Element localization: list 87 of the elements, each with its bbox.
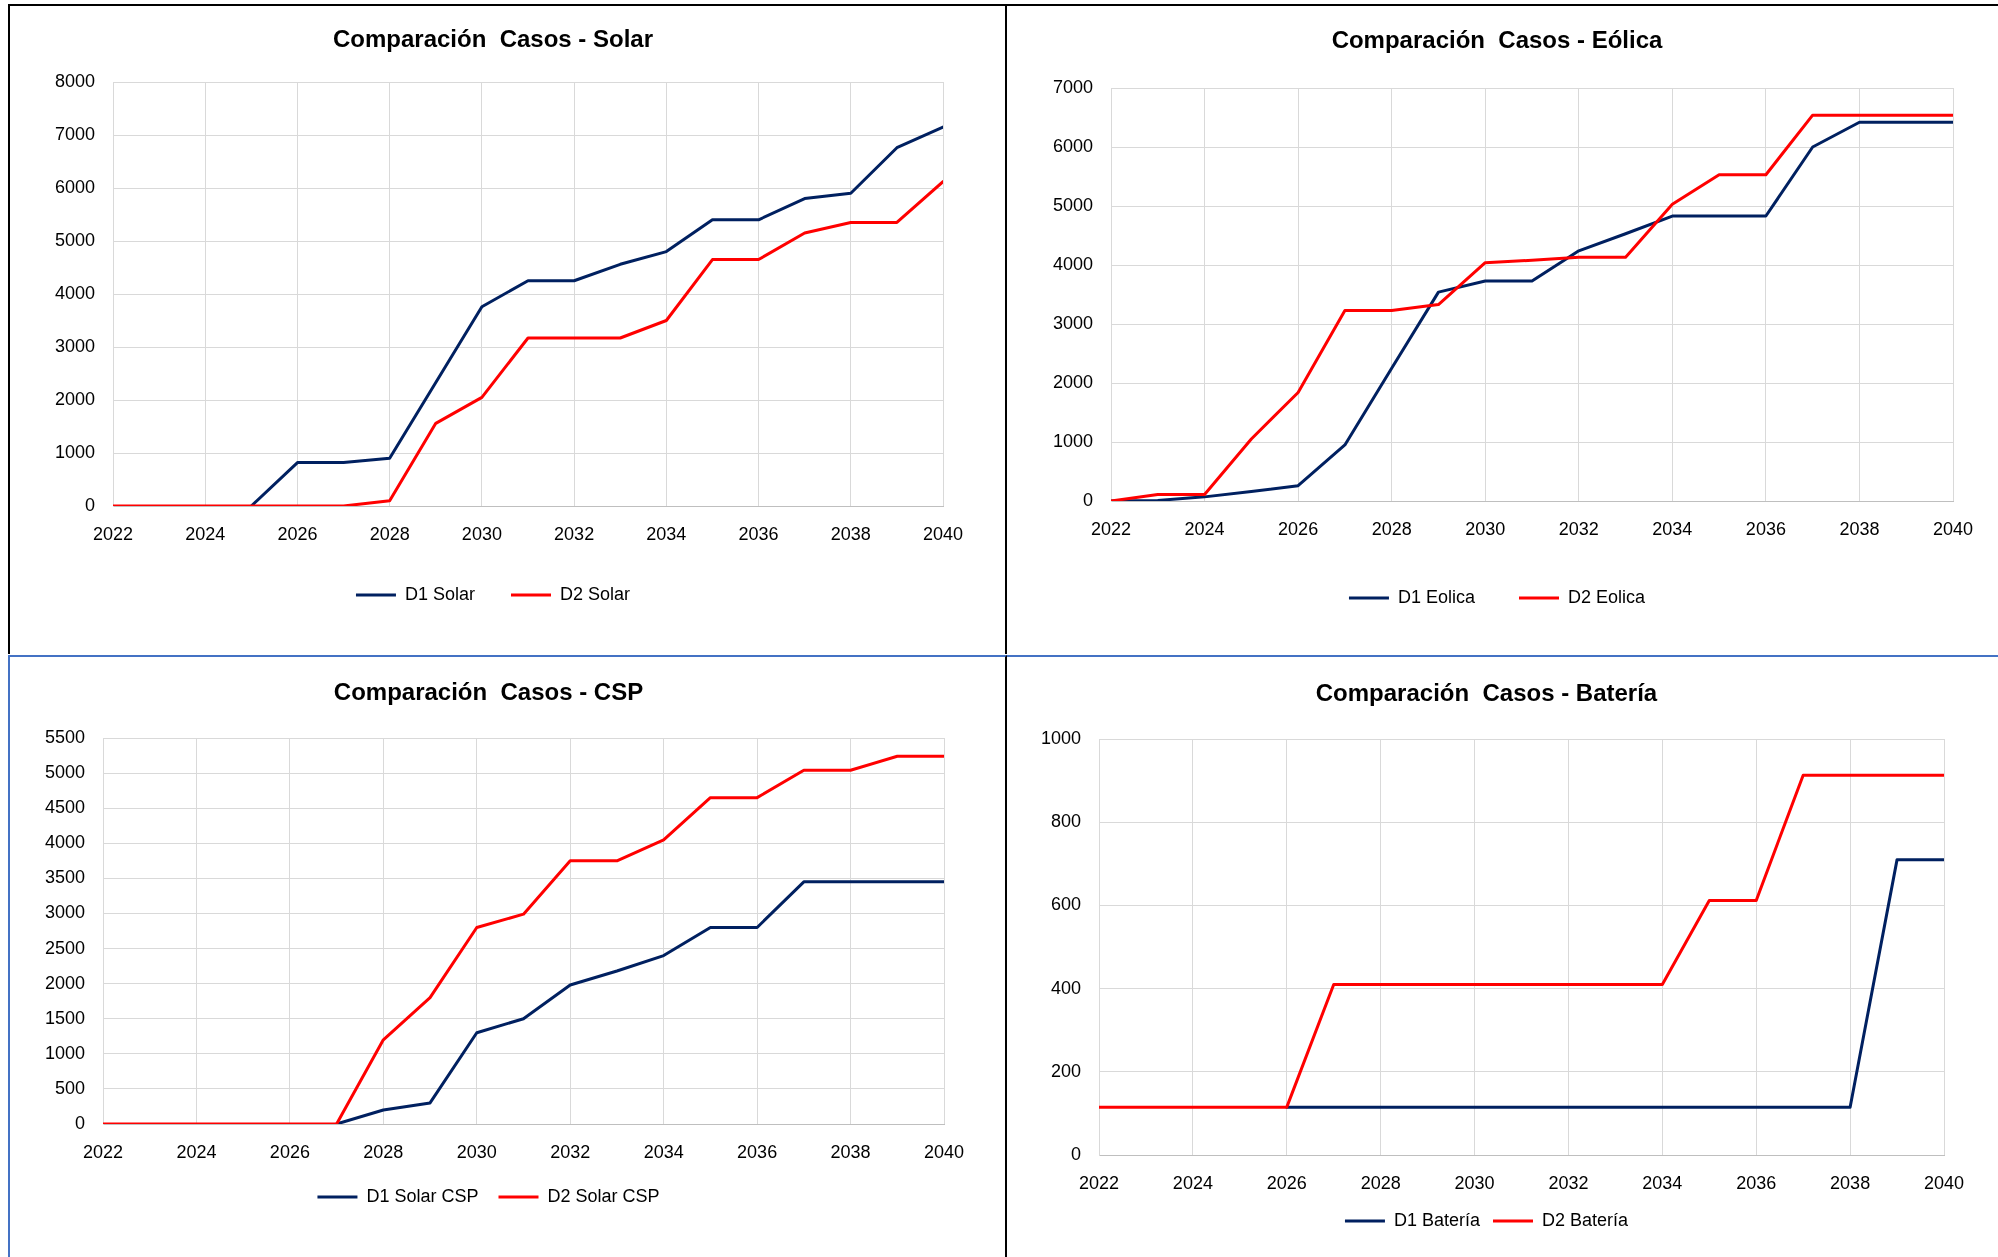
legend-label: D2 Solar CSP — [547, 1185, 660, 1206]
x-tick-label: 2032 — [1558, 518, 1599, 539]
y-tick-label: 5000 — [44, 762, 85, 783]
legend-label: D1 Batería — [1393, 1209, 1481, 1230]
y-tick-label: 8000 — [54, 70, 95, 91]
y-tick-label: 1000 — [44, 1042, 85, 1063]
legend-label: D1 Solar CSP — [366, 1185, 479, 1206]
x-tick-label: 2030 — [461, 523, 502, 544]
x-tick-label: 2024 — [1172, 1172, 1213, 1193]
x-tick-label: 2028 — [1371, 518, 1412, 539]
y-tick-label: 4500 — [44, 797, 85, 818]
legend-label: D1 Solar — [404, 583, 476, 604]
y-tick-label: 400 — [1050, 977, 1081, 998]
legend-label: D2 Batería — [1542, 1209, 1630, 1230]
y-tick-label: 3000 — [54, 335, 95, 356]
x-tick-label: 2022 — [1090, 518, 1132, 539]
x-tick-label: 2038 — [830, 1141, 871, 1162]
y-tick-label: 600 — [1050, 894, 1081, 915]
x-tick-label: 2040 — [1932, 518, 1974, 539]
y-tick-label: 5000 — [54, 229, 95, 250]
x-tick-label: 2034 — [646, 523, 687, 544]
x-tick-label: 2040 — [922, 523, 964, 544]
legend-label: D2 Solar — [560, 583, 631, 604]
y-tick-label: 6000 — [1052, 135, 1093, 156]
legend-label: D2 Eolica — [1568, 586, 1647, 607]
y-tick-label: 5500 — [44, 726, 85, 747]
x-tick-label: 2028 — [363, 1141, 404, 1162]
y-tick-label: 3000 — [1052, 312, 1093, 333]
y-tick-label: 0 — [1082, 489, 1093, 510]
y-tick-label: 1000 — [1052, 430, 1093, 451]
y-tick-label: 4000 — [44, 832, 85, 853]
x-tick-label: 2030 — [1454, 1172, 1495, 1193]
y-tick-label: 5000 — [1052, 194, 1093, 215]
x-tick-label: 2036 — [1745, 518, 1786, 539]
y-tick-label: 7000 — [1052, 76, 1093, 97]
x-tick-label: 2030 — [456, 1141, 497, 1162]
y-tick-label: 4000 — [1052, 253, 1093, 274]
y-tick-label: 3000 — [44, 902, 85, 923]
x-tick-label: 2034 — [643, 1141, 684, 1162]
x-tick-label: 2034 — [1642, 1172, 1683, 1193]
x-tick-label: 2032 — [554, 523, 595, 544]
y-tick-label: 2000 — [1052, 371, 1093, 392]
y-tick-label: 0 — [1070, 1143, 1081, 1164]
chart-title: Comparación Casos - Eólica — [1331, 25, 1664, 53]
x-tick-label: 2022 — [1078, 1172, 1120, 1193]
x-tick-label: 2032 — [1548, 1172, 1589, 1193]
x-tick-label: 2038 — [1839, 518, 1880, 539]
y-tick-label: 1000 — [1040, 727, 1081, 748]
x-tick-label: 2026 — [1266, 1172, 1307, 1193]
x-tick-label: 2026 — [1278, 518, 1319, 539]
y-tick-label: 6000 — [54, 176, 95, 197]
x-tick-label: 2036 — [737, 1141, 778, 1162]
y-tick-label: 7000 — [54, 123, 95, 144]
x-tick-label: 2040 — [1923, 1172, 1965, 1193]
x-tick-label: 2036 — [738, 523, 779, 544]
x-tick-label: 2022 — [92, 523, 134, 544]
x-tick-label: 2028 — [369, 523, 410, 544]
x-tick-label: 2038 — [830, 523, 871, 544]
legend-label: D1 Eolica — [1397, 586, 1476, 607]
x-tick-label: 2026 — [277, 523, 318, 544]
x-tick-label: 2040 — [923, 1141, 965, 1162]
x-tick-label: 2022 — [82, 1141, 124, 1162]
x-tick-label: 2024 — [1184, 518, 1225, 539]
y-tick-label: 0 — [84, 494, 95, 515]
x-tick-label: 2036 — [1736, 1172, 1777, 1193]
y-tick-label: 2000 — [44, 972, 85, 993]
y-tick-label: 0 — [74, 1112, 85, 1133]
x-tick-label: 2038 — [1830, 1172, 1871, 1193]
x-tick-label: 2024 — [176, 1141, 217, 1162]
y-tick-label: 1000 — [54, 441, 95, 462]
x-tick-label: 2032 — [550, 1141, 591, 1162]
y-tick-label: 2000 — [54, 388, 95, 409]
x-tick-label: 2030 — [1465, 518, 1506, 539]
chart-title: Comparación Casos - Solar — [332, 24, 654, 52]
y-tick-label: 2500 — [44, 937, 85, 958]
y-tick-label: 200 — [1050, 1060, 1081, 1081]
y-tick-label: 800 — [1050, 811, 1081, 832]
y-tick-label: 500 — [54, 1077, 85, 1098]
y-tick-label: 1500 — [44, 1007, 85, 1028]
chart-title: Comparación Casos - CSP — [333, 677, 644, 705]
x-tick-label: 2026 — [269, 1141, 310, 1162]
y-tick-label: 3500 — [44, 867, 85, 888]
y-tick-label: 4000 — [54, 282, 95, 303]
x-tick-label: 2024 — [185, 523, 226, 544]
x-tick-label: 2028 — [1360, 1172, 1401, 1193]
chart-title: Comparación Casos - Batería — [1315, 678, 1658, 706]
x-tick-label: 2034 — [1652, 518, 1693, 539]
